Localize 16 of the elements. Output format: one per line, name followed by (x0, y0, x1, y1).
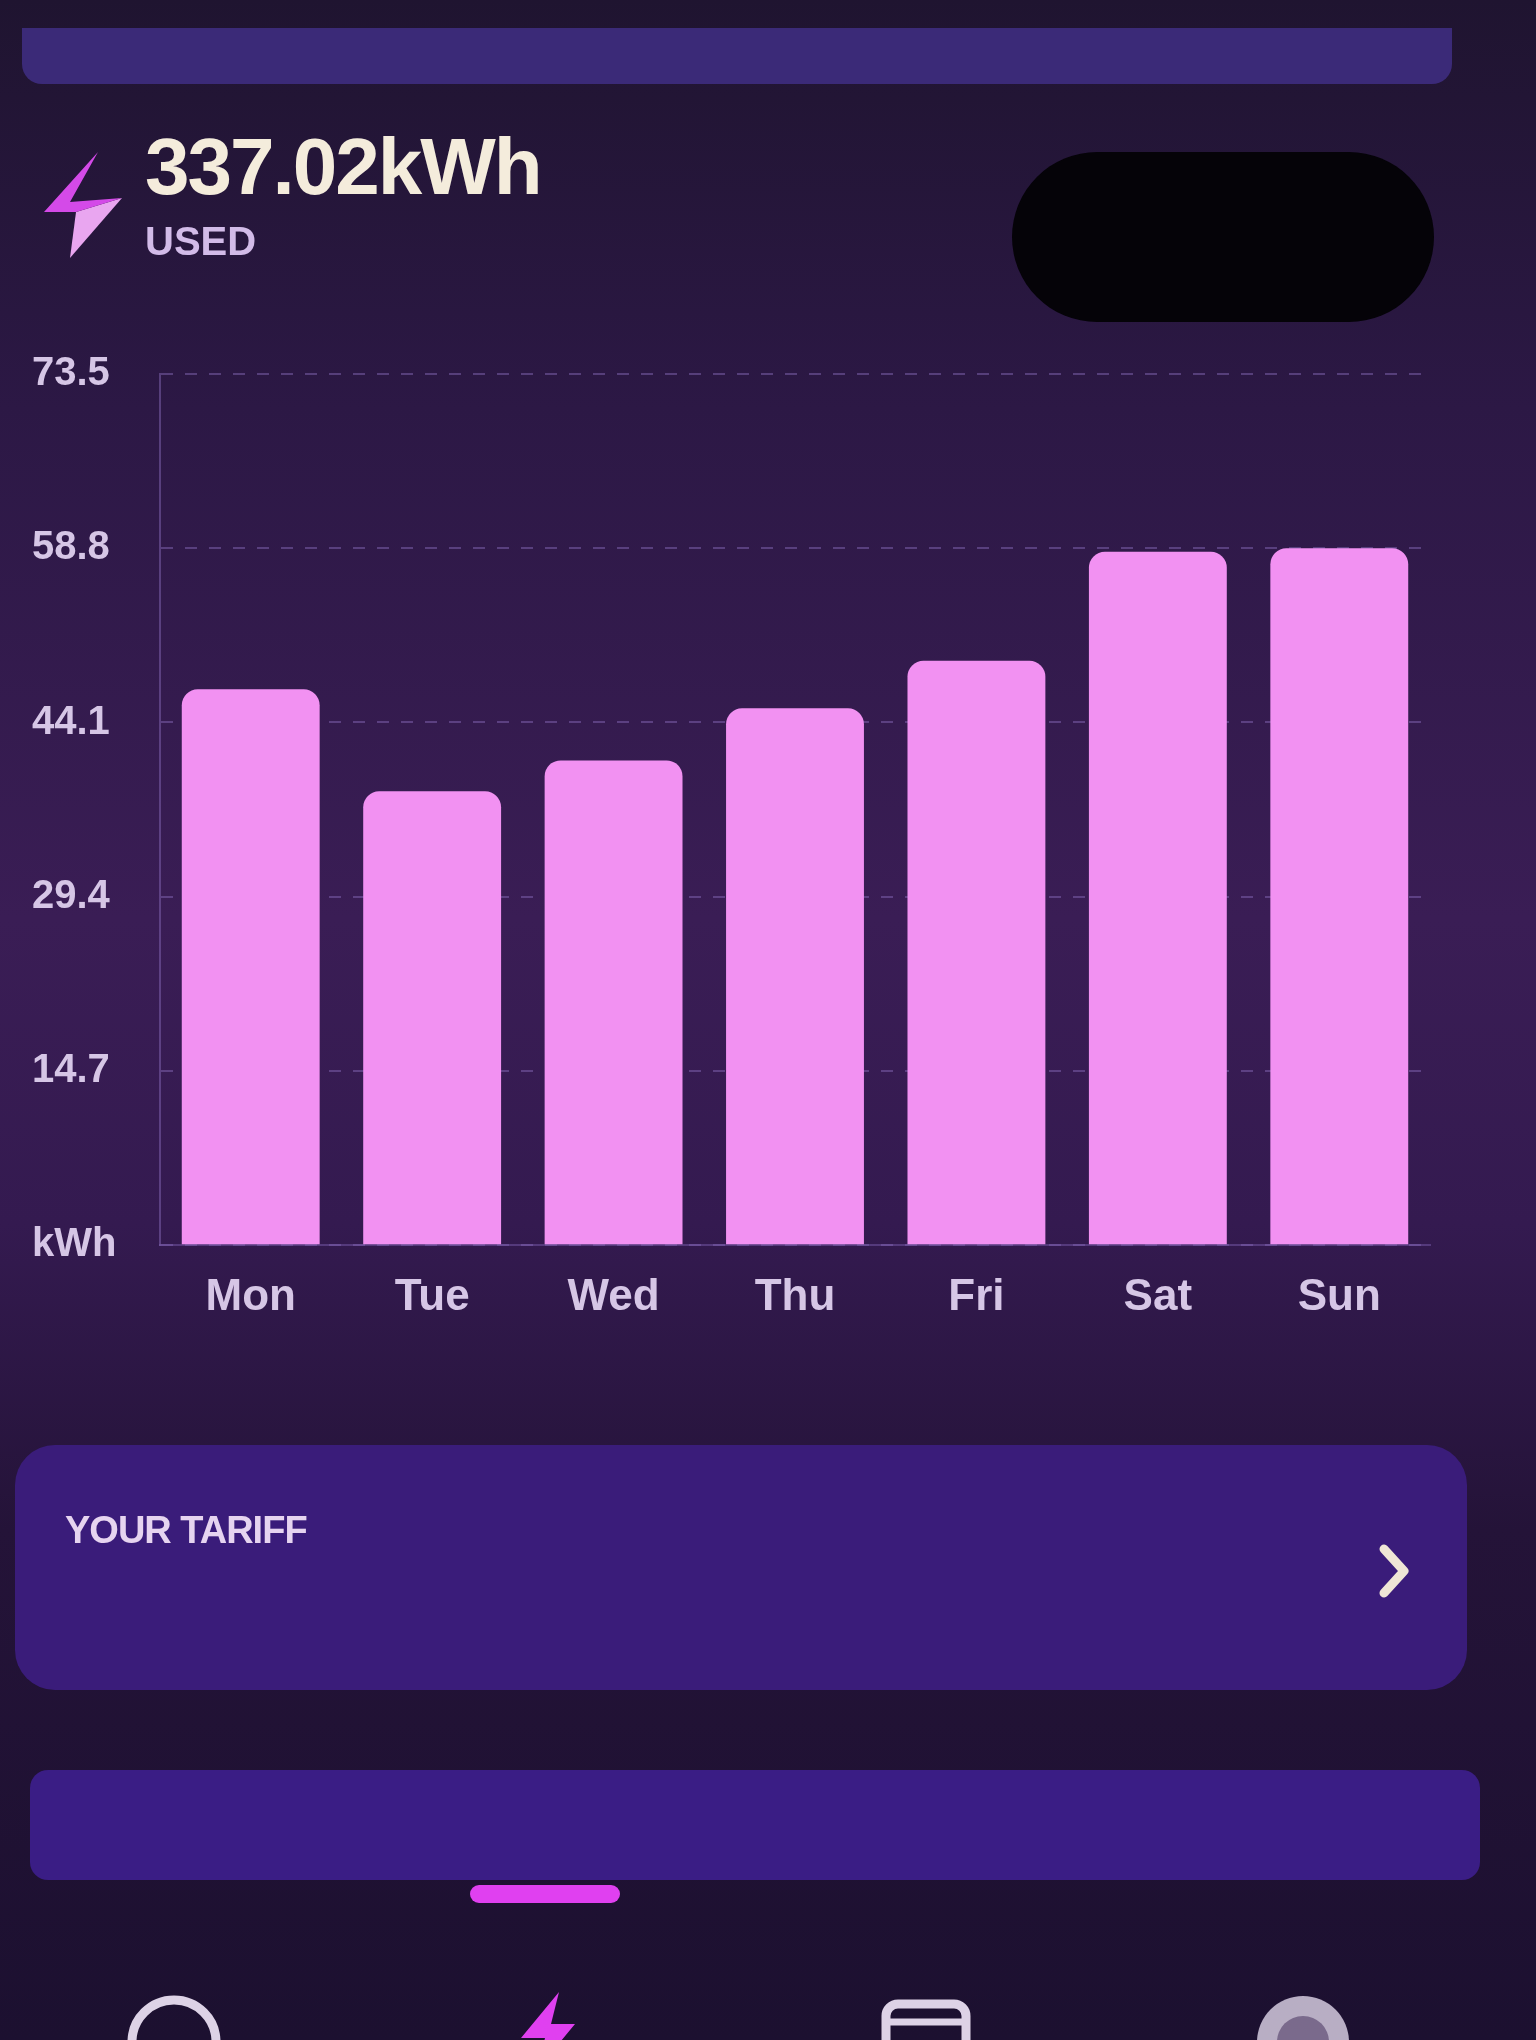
x-tick-label: Thu (754, 1269, 836, 1319)
y-tick-label: kWh (32, 1220, 117, 1265)
y-tick-label: 58.8 (32, 523, 110, 568)
x-tick-label: Tue (394, 1269, 470, 1319)
x-tick-label: Sat (1123, 1269, 1193, 1319)
text: YOUR TARIFF (65, 1508, 307, 1552)
y-tick-label: 14.7 (32, 1045, 110, 1090)
y-tick-label: 73.5 (32, 349, 110, 394)
chart-title: 337.02kWh (145, 122, 541, 212)
chart-subtitle: USED (145, 218, 257, 264)
x-tick-label: Sun (1297, 1269, 1381, 1319)
x-tick-label: Wed (567, 1269, 660, 1319)
x-tick-label: Fri (948, 1269, 1005, 1319)
y-tick-label: 29.4 (32, 871, 111, 916)
y-tick-label: 44.1 (32, 697, 110, 742)
x-tick-label: Mon (205, 1269, 296, 1319)
